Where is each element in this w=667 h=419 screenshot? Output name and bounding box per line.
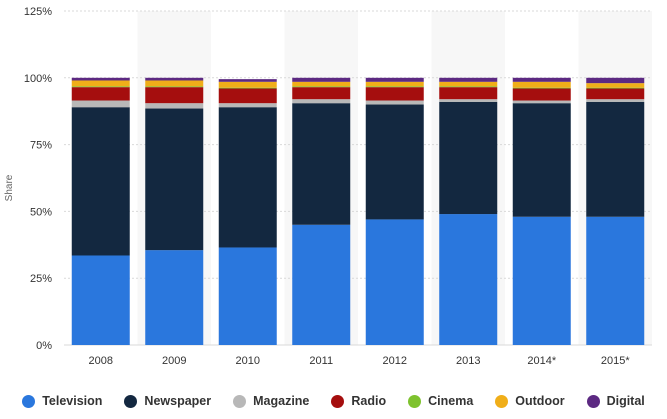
bar-segment-cinema[interactable] [145, 86, 204, 88]
legend-item-cinema[interactable]: Cinema [408, 394, 473, 408]
bar-segment-newspaper[interactable] [512, 103, 571, 217]
bar-segment-digital[interactable] [145, 77, 204, 81]
legend-item-magazine[interactable]: Magazine [233, 394, 309, 408]
x-tick-label: 2009 [162, 355, 186, 367]
bar-segment-newspaper[interactable] [439, 101, 498, 215]
bar-segment-cinema[interactable] [439, 86, 498, 88]
bar-segment-magazine[interactable] [512, 100, 571, 104]
bar-segment-outdoor[interactable] [439, 81, 498, 87]
bar-segment-outdoor[interactable] [71, 80, 130, 87]
y-axis-ticks: 0% 25% 50% 75% 100% 125% [24, 6, 52, 352]
bar-segment-digital[interactable] [365, 77, 424, 82]
legend-label: Outdoor [515, 394, 565, 408]
y-tick-label: 25% [30, 273, 52, 285]
bar-segment-radio[interactable] [586, 88, 645, 100]
bar-segment-television[interactable] [145, 250, 204, 345]
legend-item-radio[interactable]: Radio [331, 394, 386, 408]
bar-segment-television[interactable] [365, 219, 424, 345]
bar-segment-outdoor[interactable] [365, 81, 424, 87]
legend: Television Newspaper Magazine Radio Cinema Ou… [0, 391, 667, 411]
bar-segment-digital[interactable] [586, 77, 645, 84]
bar-segment-television[interactable] [218, 247, 277, 345]
bar-segment-newspaper[interactable] [71, 107, 130, 256]
bar-segment-outdoor[interactable] [145, 80, 204, 87]
legend-item-outdoor[interactable]: Outdoor [495, 394, 565, 408]
bar-segment-newspaper[interactable] [292, 103, 351, 225]
x-tick-label: 2011 [309, 355, 333, 367]
bar-segment-television[interactable] [586, 216, 645, 345]
bar-segment-magazine[interactable] [71, 100, 130, 108]
bar-segment-outdoor[interactable] [292, 81, 351, 87]
bar-segment-radio[interactable] [218, 88, 277, 104]
legend-item-digital[interactable]: Digital [586, 394, 645, 408]
x-tick-label: 2015* [601, 355, 630, 367]
bar-segment-digital[interactable] [512, 77, 571, 82]
bar-segment-cinema[interactable] [586, 87, 645, 89]
bar-segment-newspaper[interactable] [586, 101, 645, 217]
bar-segment-radio[interactable] [292, 87, 351, 100]
x-tick-label: 2014* [527, 355, 556, 367]
bar-segment-outdoor[interactable] [218, 81, 277, 88]
bar-segment-digital[interactable] [218, 79, 277, 82]
bar-segment-cinema[interactable] [292, 86, 351, 88]
bar-segment-radio[interactable] [145, 87, 204, 104]
legend-item-newspaper[interactable]: Newspaper [124, 394, 211, 408]
legend-label: Cinema [428, 394, 474, 408]
legend-label: Magazine [253, 394, 310, 408]
legend-label: Digital [606, 394, 645, 408]
legend-swatch [22, 394, 36, 408]
stacked-bar-chart: 0% 25% 50% 75% 100% 125% 2008 2009 2010 2011 2012… [4, 6, 652, 367]
bar-segment-newspaper[interactable] [365, 104, 424, 220]
bar-segment-television[interactable] [71, 255, 130, 345]
bar-segment-magazine[interactable] [439, 99, 498, 102]
bar-segment-radio[interactable] [71, 87, 130, 101]
legend-swatch [408, 394, 422, 408]
bar-segment-radio[interactable] [439, 87, 498, 100]
bar-segment-cinema[interactable] [512, 87, 571, 89]
bar-segment-magazine[interactable] [218, 103, 277, 108]
bar-segment-magazine[interactable] [586, 99, 645, 102]
y-tick-label: 125% [24, 6, 52, 18]
bars [71, 77, 645, 345]
legend-label: Newspaper [144, 394, 212, 408]
legend-label: Television [42, 394, 103, 408]
y-tick-label: 50% [30, 206, 52, 218]
bar-segment-cinema[interactable] [71, 86, 130, 88]
x-tick-label: 2008 [89, 355, 113, 367]
bar-segment-outdoor[interactable] [586, 83, 645, 88]
legend-swatch [124, 394, 138, 408]
x-tick-label: 2013 [456, 355, 480, 367]
y-tick-label: 100% [24, 73, 52, 85]
bar-segment-magazine[interactable] [292, 99, 351, 104]
bar-segment-cinema[interactable] [218, 87, 277, 89]
legend-swatch [495, 394, 509, 408]
y-tick-label: 75% [30, 140, 52, 152]
bar-segment-magazine[interactable] [145, 103, 204, 109]
x-axis-ticks: 2008 2009 2010 2011 2012 2013 2014* 2015* [89, 355, 631, 367]
bar-segment-newspaper[interactable] [218, 107, 277, 248]
bar-segment-digital[interactable] [439, 77, 498, 82]
bar-segment-cinema[interactable] [365, 86, 424, 88]
bar-segment-magazine[interactable] [365, 100, 424, 105]
legend-swatch [331, 394, 345, 408]
x-tick-label: 2012 [383, 355, 407, 367]
bar-segment-newspaper[interactable] [145, 108, 204, 251]
bar-segment-digital[interactable] [292, 77, 351, 82]
y-tick-label: 0% [36, 340, 52, 352]
legend-swatch [233, 394, 247, 408]
legend-swatch [586, 394, 600, 408]
bar-segment-television[interactable] [292, 224, 351, 345]
x-tick-label: 2010 [236, 355, 260, 367]
bar-segment-digital[interactable] [71, 77, 130, 81]
bar-segment-television[interactable] [512, 216, 571, 345]
bar-segment-radio[interactable] [512, 88, 571, 101]
bar-segment-outdoor[interactable] [512, 81, 571, 88]
bar-segment-television[interactable] [439, 214, 498, 345]
bar-segment-radio[interactable] [365, 87, 424, 101]
legend-label: Radio [351, 394, 387, 408]
y-axis-label: Share [4, 174, 15, 201]
legend-item-television[interactable]: Television [22, 394, 102, 408]
